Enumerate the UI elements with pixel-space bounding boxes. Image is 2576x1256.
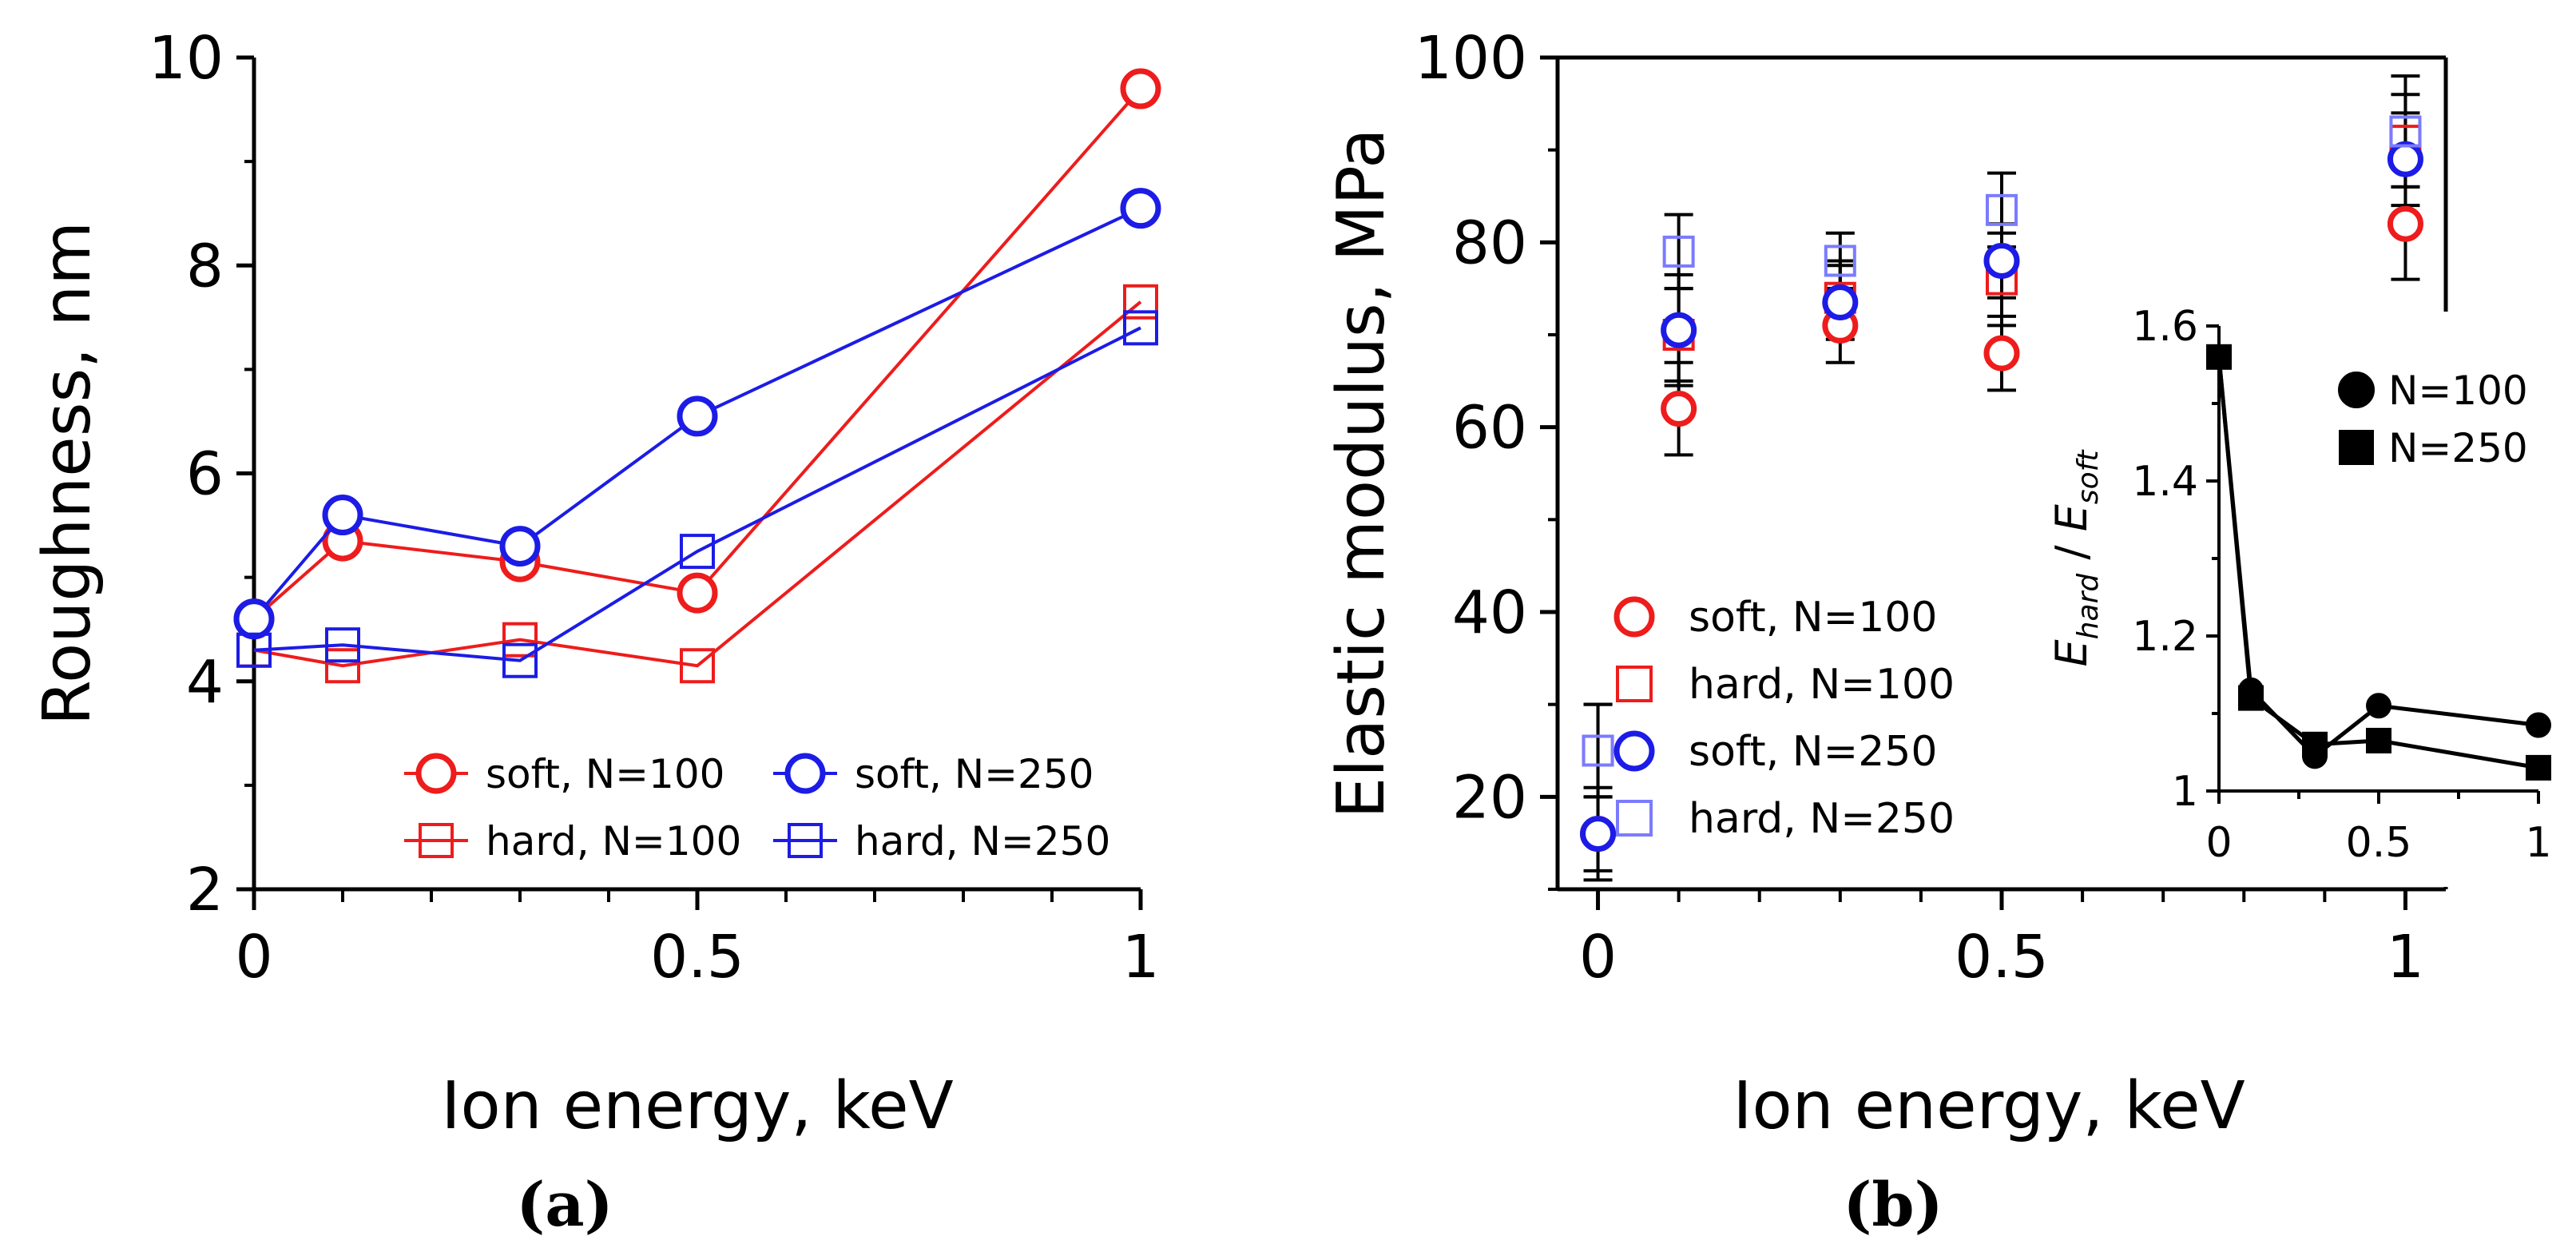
data-point — [680, 534, 715, 570]
data-point — [2526, 712, 2551, 738]
data-point — [1580, 816, 1617, 853]
y-tick-label: 20 — [1452, 763, 1527, 832]
legend-marker — [2338, 372, 2375, 408]
data-point — [1120, 188, 1161, 229]
data-point — [2238, 685, 2264, 711]
y-tick-label: 100 — [1415, 24, 1527, 93]
data-point — [1661, 312, 1697, 348]
legend-label: soft, N=100 — [1689, 594, 1937, 642]
data-point — [2366, 727, 2391, 753]
data-point — [1986, 193, 2018, 226]
legend-marker — [788, 823, 823, 858]
legend-marker — [415, 753, 457, 794]
data-point — [1824, 244, 1856, 277]
data-point — [502, 622, 538, 658]
legend-label: hard, N=100 — [486, 818, 741, 864]
label-part: / — [2046, 531, 2097, 574]
data-point — [1662, 235, 1695, 268]
y-tick-label: 60 — [1452, 394, 1527, 463]
subscript: soft — [2072, 449, 2105, 504]
series-line — [252, 87, 1142, 621]
data-point — [322, 495, 363, 536]
data-point — [1822, 284, 1859, 321]
y-tick-label: 1.4 — [2132, 458, 2198, 506]
series-line — [253, 326, 1141, 662]
data-point — [236, 632, 272, 668]
legend-marker — [419, 823, 454, 858]
y-tick-label: 40 — [1452, 578, 1527, 647]
subscript: hard — [2072, 573, 2105, 640]
data-point — [1123, 284, 1158, 320]
legend-label: hard, N=250 — [1689, 795, 1955, 843]
label-part: E — [2046, 638, 2097, 666]
data-point — [2302, 731, 2328, 757]
y-axis-label: Ehard / Esoft — [2046, 449, 2105, 667]
data-point — [677, 572, 718, 614]
panel-a: 2 4 6 8 10 0 0.5 1 Ion energy, keV Roughness, nm s… — [30, 24, 1161, 1240]
data-point — [2387, 141, 2423, 177]
series-line — [253, 300, 1142, 668]
data-point — [680, 648, 715, 684]
legend-label: hard, N=100 — [1689, 661, 1955, 709]
y-tick-label: 1 — [2172, 768, 2198, 816]
legend-marker — [1616, 800, 1653, 837]
legend-label: N=100 — [2388, 368, 2528, 414]
y-tick-label: 1.6 — [2132, 303, 2198, 351]
legend-marker — [1616, 666, 1653, 702]
data-point — [1120, 68, 1161, 109]
data-point — [499, 526, 541, 567]
x-tick-label: 1 — [1121, 923, 1159, 992]
x-tick-label: 1 — [2387, 923, 2424, 992]
legend-marker — [1613, 596, 1655, 638]
y-tick-label: 6 — [186, 440, 224, 509]
data-point — [2387, 205, 2423, 242]
data-point — [2526, 754, 2551, 781]
data-point — [502, 642, 538, 678]
panel-label: (b) — [1843, 1169, 1943, 1240]
legend-label: N=250 — [2388, 425, 2528, 471]
legend-label: soft, N=250 — [855, 751, 1094, 797]
legend-label: soft, N=100 — [486, 751, 725, 797]
y-tick-label: 10 — [149, 24, 224, 93]
x-tick-label: 0 — [235, 923, 272, 992]
y-axis-label: Roughness, nm — [30, 221, 105, 725]
label-part: E — [2046, 503, 2097, 531]
inset-chart: 1 1.2 1.4 1.6 0 0.5 1 Ehard / Esoft N=100 N=250 — [2046, 303, 2552, 887]
x-tick-label: 1 — [2525, 819, 2551, 867]
data-point — [325, 648, 360, 684]
legend-label: soft, N=250 — [1689, 728, 1937, 776]
y-axis-label: Elastic modulus, MPa — [1324, 128, 1399, 818]
data-point — [2206, 344, 2232, 370]
x-axis-label: Ion energy, keV — [1733, 1068, 2245, 1144]
data-point — [1661, 391, 1697, 427]
data-point — [1123, 310, 1158, 346]
x-tick-label: 0 — [1579, 923, 1617, 992]
data-point — [233, 598, 275, 640]
y-tick-label: 4 — [186, 648, 224, 717]
y-tick-label: 8 — [186, 232, 224, 300]
panel-b: 20 40 60 80 100 0 0.5 1 Ion energy, keV Elastic m… — [1324, 24, 2448, 1240]
x-tick-label: 0 — [2205, 819, 2232, 867]
x-tick-label: 0.5 — [650, 923, 744, 992]
x-tick-label: 0.5 — [1955, 923, 2049, 992]
x-axis-label: Ion energy, keV — [441, 1068, 953, 1144]
legend-marker — [784, 753, 826, 794]
legend-label: hard, N=250 — [855, 818, 1110, 864]
y-tick-label: 80 — [1452, 209, 1527, 277]
data-point — [1983, 335, 2020, 372]
data-point — [2389, 115, 2422, 148]
data-point — [1582, 734, 1614, 767]
y-tick-label: 2 — [186, 856, 224, 924]
panel-label: (a) — [516, 1169, 613, 1240]
legend-marker — [2339, 430, 2374, 465]
y-tick-label: 1.2 — [2132, 613, 2198, 661]
legend-marker — [1613, 730, 1655, 772]
data-point — [325, 627, 360, 663]
data-point — [677, 395, 718, 437]
x-tick-label: 0.5 — [2346, 819, 2412, 867]
data-point — [2366, 693, 2391, 719]
data-point — [1983, 242, 2020, 279]
